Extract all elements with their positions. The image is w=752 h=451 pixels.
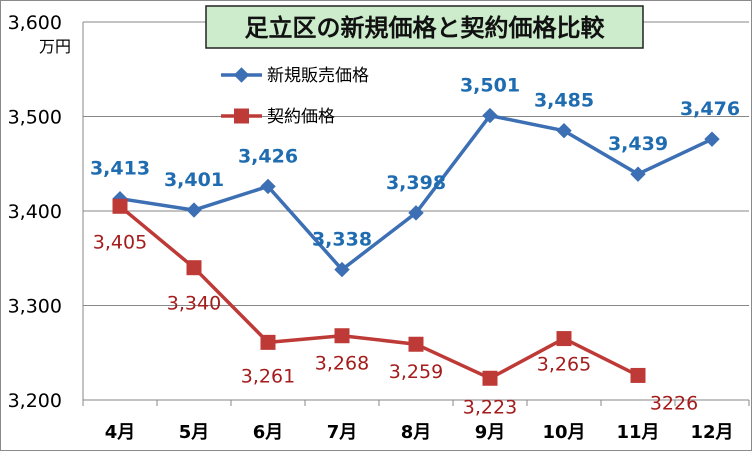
title-box <box>205 5 644 49</box>
data-point <box>704 131 720 147</box>
x-tick-label: 6月 <box>253 422 284 443</box>
data-point <box>556 122 572 139</box>
data-label: 3,268 <box>315 353 369 375</box>
data-point <box>186 202 202 218</box>
data-label: 3,338 <box>312 229 372 251</box>
data-point <box>482 107 498 124</box>
data-label: 3,405 <box>93 231 147 253</box>
data-point <box>334 261 350 278</box>
series-line <box>118 204 639 381</box>
x-tick-label: 7月 <box>327 422 358 443</box>
data-label: 3,426 <box>238 145 298 167</box>
x-tick-label: 11月 <box>616 422 659 443</box>
data-label: 3,259 <box>389 361 443 383</box>
data-label: 3,413 <box>90 158 150 180</box>
data-point <box>260 178 276 195</box>
data-label: 3,398 <box>386 172 446 194</box>
legend-label: 新規販売価格 <box>267 66 369 86</box>
data-point <box>556 331 572 347</box>
data-label: 3,223 <box>463 396 517 418</box>
data-point <box>408 336 424 352</box>
x-tick-label: 5月 <box>179 422 210 443</box>
x-tick-label: 12月 <box>690 422 733 443</box>
y-axis-unit: 万円 <box>39 37 71 56</box>
y-tick-label: 3,200 <box>8 390 62 412</box>
data-label: 3,439 <box>608 133 668 155</box>
data-label: 3,476 <box>680 98 740 120</box>
data-label: 3,265 <box>537 354 591 376</box>
data-point <box>630 367 646 383</box>
data-point <box>260 334 276 350</box>
y-tick-label: 3,500 <box>8 107 62 129</box>
data-point <box>186 260 202 276</box>
legend-marker <box>234 108 249 124</box>
data-point <box>408 205 424 221</box>
x-tick-label: 4月 <box>105 422 136 443</box>
y-tick-label: 3,400 <box>8 201 62 223</box>
data-label: 3,501 <box>460 75 520 97</box>
x-tick-label: 8月 <box>401 422 432 443</box>
data-label: 3226 <box>650 392 698 414</box>
x-tick-label: 9月 <box>475 422 506 443</box>
x-tick-label: 10月 <box>542 422 585 443</box>
legend-label: 契約価格 <box>267 107 335 127</box>
data-label: 3,261 <box>241 365 295 387</box>
chart-title: 足立区の新規価格と契約価格比較 <box>245 14 606 42</box>
data-point <box>630 166 646 182</box>
data-label: 3,485 <box>534 90 594 112</box>
y-tick-label: 3,600 <box>8 12 62 34</box>
data-label: 3,401 <box>164 169 224 191</box>
data-point <box>112 198 128 214</box>
data-point <box>482 370 498 386</box>
y-tick-label: 3,300 <box>8 296 62 318</box>
data-point <box>334 328 350 344</box>
legend-marker <box>233 67 250 83</box>
data-label: 3,340 <box>167 293 221 315</box>
